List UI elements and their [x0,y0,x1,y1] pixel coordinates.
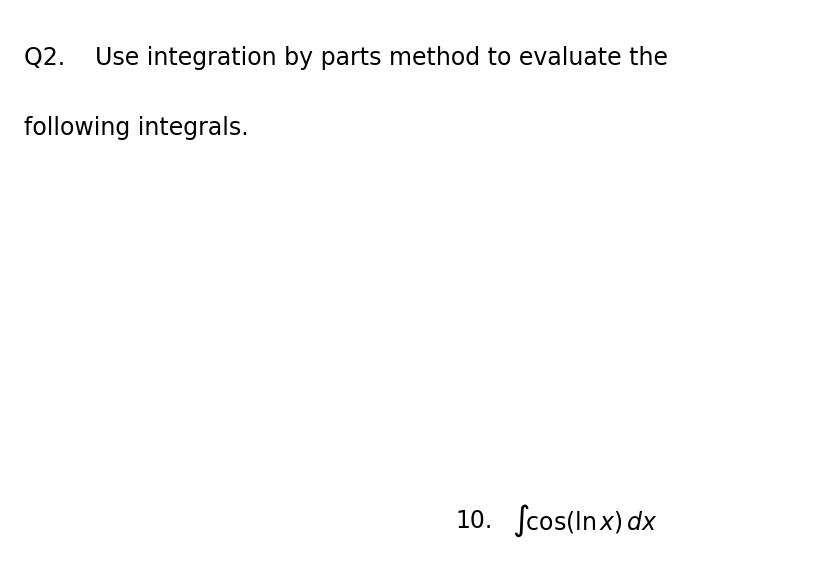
Text: 10.: 10. [455,509,492,533]
Text: $\int\!\cos(\ln x)\, dx$: $\int\!\cos(\ln x)\, dx$ [511,503,657,539]
Text: following integrals.: following integrals. [24,116,249,140]
Text: Q2.    Use integration by parts method to evaluate the: Q2. Use integration by parts method to e… [24,46,667,70]
